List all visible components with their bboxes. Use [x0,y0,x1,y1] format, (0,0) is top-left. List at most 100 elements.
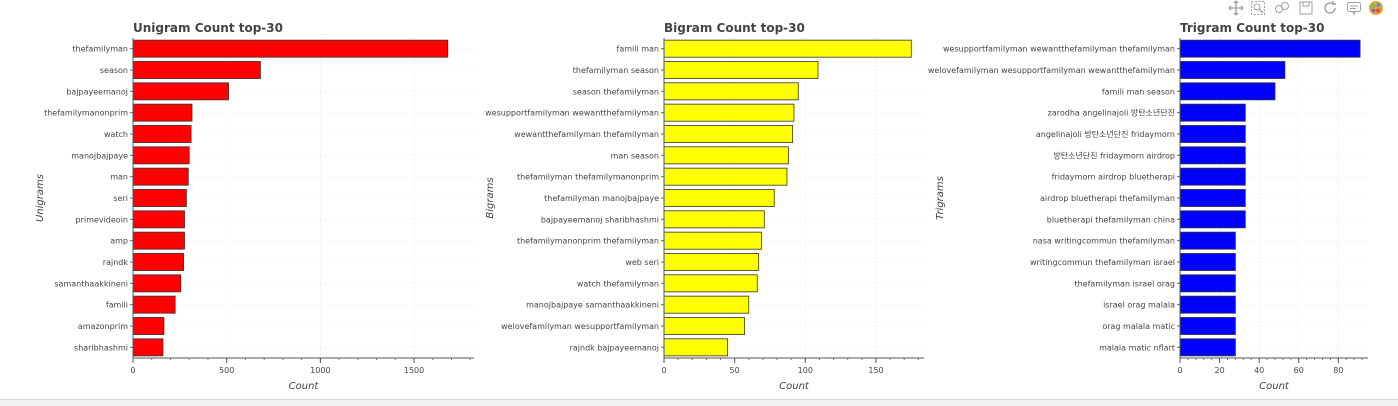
bar [1179,274,1236,293]
x-axis-label: Count [779,381,810,392]
y-tick-label: watch [104,130,128,139]
bokeh-logo-icon [1369,1,1383,15]
y-tick-label: primevideoin [76,215,128,224]
bar [132,253,184,271]
chart-title: Unigram Count top-30 [133,21,283,35]
y-tick-label: nasa writingcommun thefamilyman [1033,237,1175,246]
x-tick-label: 100 [798,366,813,375]
y-tick-label: man season [611,151,659,160]
y-tick-label: israel orag malala [1103,301,1175,310]
bar [663,231,762,250]
y-tick-label: amp [110,237,128,246]
y-axis-label: Unigrams [35,174,46,222]
reset-icon [1324,1,1336,14]
bar [663,146,789,165]
y-axis-label: Trigrams [935,176,946,220]
y-axis-label: Bigrams [485,177,496,218]
page-bottom-rule [0,399,1398,406]
y-tick-label: rajndk bajpayeemanoj [570,343,659,352]
x-tick-label: 1500 [404,366,424,375]
y-tick-label: malala matic nflart [1099,343,1175,352]
chart-1: Unigram Count top-30 thefamilyman season ba… [35,21,474,392]
y-tick-label: thefamilyman thefamilymanonprim [517,173,659,182]
bar [1179,253,1236,271]
x-tick-label: 60 [1294,366,1304,375]
bar [132,61,261,79]
y-tick-label: manojbajpaye samanthaakkineni [526,301,659,310]
chart-3: Trigram Count top-30 wesupportfamilyman w… [928,21,1368,392]
x-tick-label: 80 [1333,366,1343,375]
bar [1179,103,1246,122]
y-tick-label: wesupportfamilyman wewantthefamilyman [485,109,659,118]
x-tick-label: 500 [219,366,234,375]
y-tick-label: samanthaakkineni [54,279,128,288]
save-tool[interactable] [1298,0,1314,16]
y-tick-label: seri [113,194,128,203]
bar [1179,39,1361,58]
bokeh-logo[interactable] [1368,0,1384,16]
y-tick-label: angelinajoli 방탄소년단진 fridaymorn [1036,129,1175,139]
bar [663,61,819,79]
x-tick-label: 0 [130,366,135,375]
x-tick-label: 0 [661,366,666,375]
bar [663,125,793,143]
chart-title: Bigram Count top-30 [664,21,805,35]
x-tick-label: 0 [1177,366,1182,375]
y-tick-label: bluetherapi thefamilyman china [1047,215,1175,224]
bar [1179,338,1236,357]
x-axis-label: Count [1259,381,1290,392]
bar [663,317,745,335]
x-tick-label: 40 [1254,366,1264,375]
y-tick-label: man [110,173,128,182]
y-tick-label: manojbajpaye [71,151,128,160]
bar [132,82,229,101]
bar [132,274,182,293]
y-tick-label: welovefamilyman wesupportfamilyman [501,322,659,331]
hover-tool[interactable] [1346,0,1362,17]
y-tick-label: season thefamilyman [573,87,659,96]
save-icon [1299,1,1313,15]
bar [663,189,775,207]
hover-icon [1347,2,1361,17]
y-tick-label: bajpayeemanoj sharibhashmi [541,215,659,224]
x-tick-label: 20 [1214,366,1224,375]
bar [1179,189,1246,207]
wheel-zoom-tool[interactable] [1274,0,1290,16]
bar [132,167,189,186]
x-tick-label: 1000 [310,366,330,375]
bar [663,103,795,122]
chart-title: Trigram Count top-30 [1180,21,1325,35]
bar [132,231,185,250]
bar [132,210,185,229]
wheel-zoom-icon [1275,2,1289,13]
bar [1179,82,1276,101]
bar [132,125,192,143]
bar [1179,210,1246,229]
y-tick-label: thefamilyman [72,45,128,54]
y-tick-label: sharibhashmi [74,343,128,352]
y-tick-label: orag malala matic [1102,322,1175,331]
reset-tool[interactable] [1322,0,1338,16]
y-tick-label: welovefamilyman wesupportfamilyman wewan… [928,66,1175,75]
y-tick-label: thefamilymanonprim thefamilyman [517,237,659,246]
y-tick-label: zarodha angelinajoli 방탄소년단진 [1048,108,1175,118]
y-tick-label: bajpayeemanoj [66,87,128,96]
pan-icon [1228,0,1244,16]
y-tick-label: writingcommun thefamilyman israel [1030,258,1175,267]
bar [132,189,187,207]
bar [663,253,760,271]
y-tick-label: wesupportfamilyman wewantthefamilyman th… [943,45,1175,54]
y-tick-label: amazonprim [78,322,128,331]
y-tick-label: famili man [617,45,660,54]
box-zoom-tool[interactable] [1250,0,1266,16]
chart-toolbar [1228,0,1398,18]
y-tick-label: 방탄소년단진 fridaymorn airdrop [1053,150,1175,160]
pan-tool[interactable] [1228,0,1244,16]
bar [663,39,912,58]
y-tick-label: airdrop bluetherapi thefamilyman [1040,194,1175,203]
bar [663,274,758,293]
bar [132,146,190,165]
bar [663,167,788,186]
y-tick-label: wewantthefamilyman thefamilyman [514,130,659,139]
